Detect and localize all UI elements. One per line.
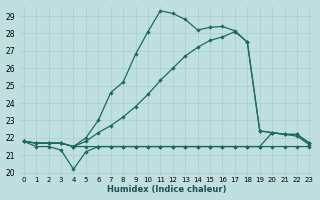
X-axis label: Humidex (Indice chaleur): Humidex (Indice chaleur) (107, 185, 226, 194)
